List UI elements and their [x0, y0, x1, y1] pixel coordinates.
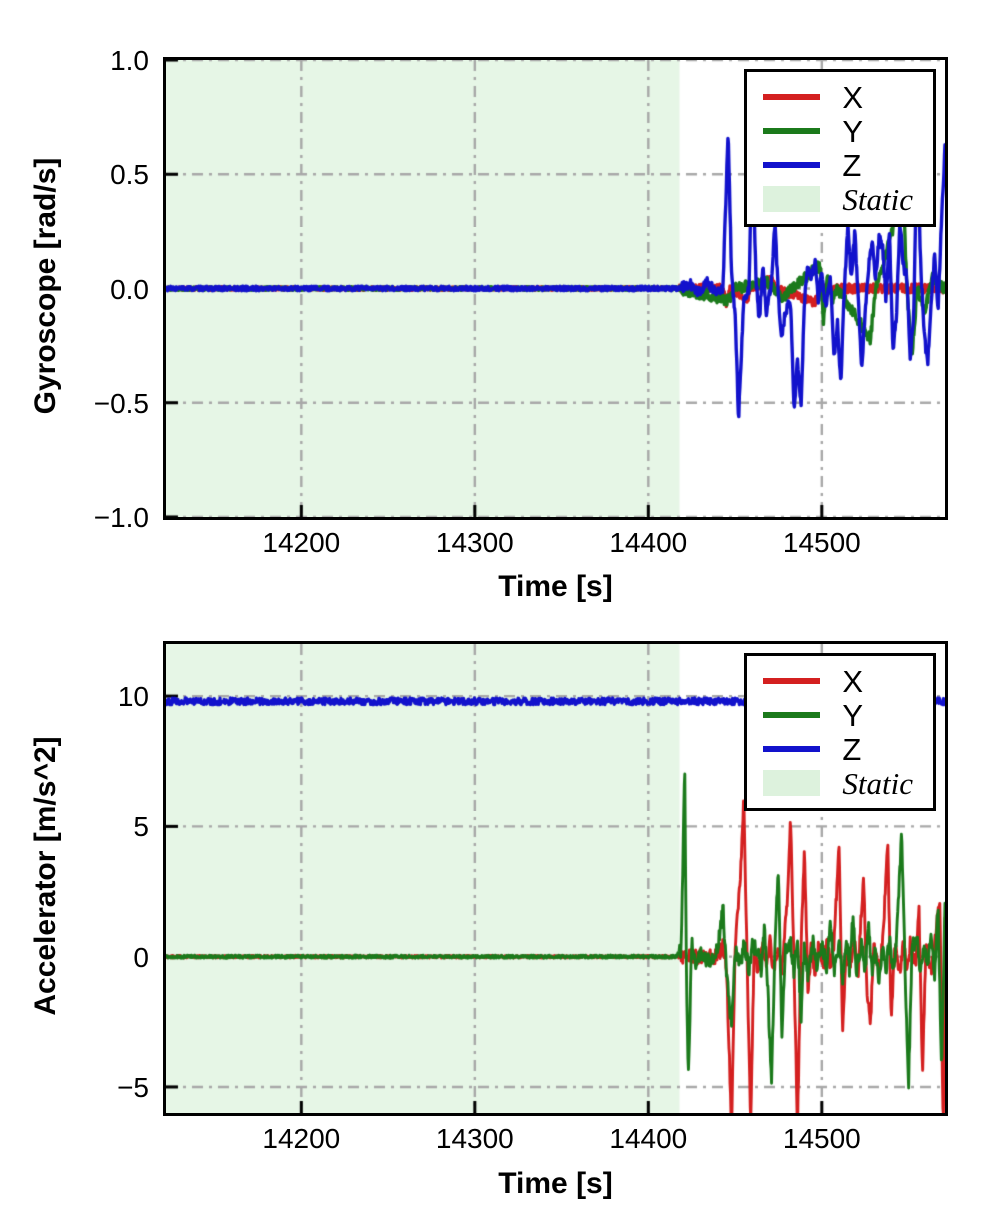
y-tick-label: 1.0	[110, 45, 149, 76]
y-tick-label: −1.0	[93, 502, 149, 533]
gyroscope-subplot: Gyroscope [rad/s] X Y Z Static Time [s] 142…	[29, 45, 948, 603]
y-tick-label: 0.0	[110, 273, 149, 305]
accelerator-subplot: Accelerator [m/s^2] X Y Z Static Time [s] 1…	[0, 614, 992, 1228]
y-tick-label: −0.5	[93, 387, 149, 419]
legend-entry-x: X	[763, 664, 913, 698]
legend-label: X	[842, 663, 864, 699]
x-tick-label: 14400	[609, 1123, 688, 1154]
accelerator-y-axis-label: Accelerator [m/s^2]	[29, 736, 62, 1016]
legend-patch-swatch-static	[763, 770, 821, 796]
legend-label: Z	[842, 147, 862, 183]
x-tick-label: 14200	[262, 1123, 341, 1154]
legend-label: Static	[842, 181, 913, 217]
gyroscope-axes: X Y Z Static	[163, 57, 948, 520]
legend-entry-y: Y	[763, 114, 913, 148]
legend-entry-x: X	[763, 80, 913, 114]
legend-entry-y: Y	[763, 698, 913, 732]
legend-entry-static: Static	[763, 766, 913, 800]
x-tick-label: 14500	[782, 527, 861, 558]
x-tick-label: 14500	[782, 1123, 861, 1154]
legend-entry-static: Static	[763, 182, 913, 216]
y-tick-label: 0	[133, 941, 149, 973]
legend-label: Static	[842, 765, 913, 801]
x-tick-label: 14400	[609, 527, 688, 558]
legend-label: Y	[842, 697, 864, 733]
legend-entry-z: Z	[763, 148, 913, 182]
x-tick-label: 14300	[435, 527, 514, 558]
accelerator-x-axis-label: Time [s]	[498, 1167, 613, 1200]
legend-line-swatch-z	[763, 746, 821, 752]
legend-label: Z	[842, 731, 862, 767]
legend-label: X	[842, 79, 864, 115]
gyroscope-legend: X Y Z Static	[744, 69, 936, 227]
y-tick-label: 10	[117, 681, 149, 713]
gyroscope-x-axis-label: Time [s]	[498, 570, 613, 603]
y-tick-label: −5	[117, 1071, 149, 1103]
x-tick-label: 14300	[435, 1123, 514, 1154]
legend-line-swatch-x	[763, 678, 821, 684]
y-tick-label: 5	[133, 811, 149, 843]
accelerator-axes: X Y Z Static	[163, 641, 948, 1116]
legend-line-swatch-y	[763, 712, 821, 718]
legend-line-swatch-z	[763, 162, 821, 168]
legend-patch-swatch-static	[763, 186, 821, 212]
legend-label: Y	[842, 113, 864, 149]
accelerator-legend: X Y Z Static	[744, 653, 936, 811]
legend-line-swatch-x	[763, 94, 821, 100]
x-tick-label: 14200	[262, 527, 341, 558]
legend-entry-z: Z	[763, 732, 913, 766]
legend-line-swatch-y	[763, 128, 821, 134]
y-tick-label: 0.5	[110, 159, 149, 191]
